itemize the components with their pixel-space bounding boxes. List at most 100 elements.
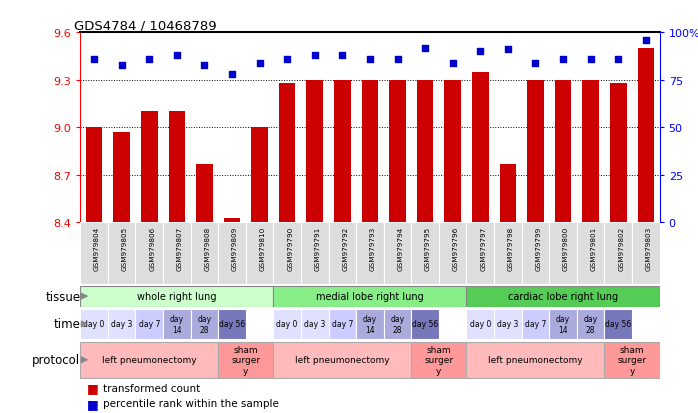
Text: day 3: day 3 — [497, 320, 519, 329]
FancyBboxPatch shape — [108, 309, 135, 339]
Text: GSM979805: GSM979805 — [121, 226, 128, 270]
Bar — [334, 81, 350, 223]
Bar — [637, 49, 654, 223]
Bar — [555, 81, 572, 223]
Bar — [417, 81, 433, 223]
Bar — [224, 218, 240, 223]
Text: transformed count: transformed count — [103, 383, 200, 393]
FancyBboxPatch shape — [191, 223, 218, 285]
Text: GSM979803: GSM979803 — [646, 226, 652, 270]
Text: medial lobe right lung: medial lobe right lung — [316, 292, 424, 301]
Text: GSM979802: GSM979802 — [618, 226, 624, 270]
Text: ■: ■ — [87, 397, 99, 410]
Text: day
14: day 14 — [556, 315, 570, 334]
Bar — [279, 84, 295, 223]
FancyBboxPatch shape — [274, 286, 466, 307]
FancyBboxPatch shape — [274, 223, 301, 285]
Text: sham
surger
y: sham surger y — [424, 345, 454, 375]
FancyBboxPatch shape — [218, 223, 246, 285]
Text: GSM979810: GSM979810 — [260, 226, 266, 270]
Text: GSM979791: GSM979791 — [315, 226, 321, 270]
Point — [392, 57, 403, 63]
Text: day
14: day 14 — [170, 315, 184, 334]
FancyBboxPatch shape — [301, 309, 329, 339]
FancyBboxPatch shape — [218, 342, 274, 378]
FancyBboxPatch shape — [604, 342, 660, 378]
FancyBboxPatch shape — [411, 223, 439, 285]
Point — [613, 57, 624, 63]
FancyBboxPatch shape — [163, 309, 191, 339]
Point — [89, 57, 100, 63]
Bar — [389, 81, 406, 223]
Text: GSM979790: GSM979790 — [287, 226, 293, 270]
Point — [419, 45, 431, 52]
Text: GSM979807: GSM979807 — [177, 226, 183, 270]
Point — [116, 62, 127, 69]
FancyBboxPatch shape — [466, 342, 604, 378]
Point — [281, 57, 292, 63]
Text: cardiac lobe right lung: cardiac lobe right lung — [508, 292, 618, 301]
FancyBboxPatch shape — [80, 309, 108, 339]
Bar — [168, 112, 185, 223]
Point — [475, 49, 486, 55]
Text: tissue: tissue — [45, 290, 80, 303]
FancyBboxPatch shape — [384, 309, 411, 339]
Bar — [362, 81, 378, 223]
Bar — [86, 128, 103, 223]
FancyBboxPatch shape — [577, 309, 604, 339]
Text: day 3: day 3 — [111, 320, 133, 329]
Bar — [527, 81, 544, 223]
Point — [309, 53, 320, 59]
FancyBboxPatch shape — [521, 309, 549, 339]
Text: GSM979801: GSM979801 — [591, 226, 597, 270]
Text: day 56: day 56 — [605, 320, 632, 329]
Text: left pneumonectomy: left pneumonectomy — [488, 356, 583, 364]
Text: left pneumonectomy: left pneumonectomy — [102, 356, 197, 364]
FancyBboxPatch shape — [494, 309, 521, 339]
FancyBboxPatch shape — [549, 309, 577, 339]
Text: day
28: day 28 — [198, 315, 211, 334]
Point — [585, 57, 596, 63]
Bar — [251, 128, 268, 223]
FancyBboxPatch shape — [191, 309, 218, 339]
Point — [254, 60, 265, 67]
FancyBboxPatch shape — [521, 223, 549, 285]
Point — [503, 47, 514, 54]
Text: day 0: day 0 — [276, 320, 298, 329]
FancyBboxPatch shape — [108, 223, 135, 285]
FancyBboxPatch shape — [274, 309, 301, 339]
Point — [226, 71, 237, 78]
Point — [530, 60, 541, 67]
Text: GSM979809: GSM979809 — [232, 226, 238, 270]
FancyBboxPatch shape — [494, 223, 521, 285]
Text: GSM979806: GSM979806 — [149, 226, 155, 270]
FancyBboxPatch shape — [135, 309, 163, 339]
Bar — [306, 81, 323, 223]
Bar — [445, 81, 461, 223]
Text: percentile rank within the sample: percentile rank within the sample — [103, 398, 279, 408]
Text: sham
surger
y: sham surger y — [618, 345, 646, 375]
Bar — [113, 133, 130, 223]
FancyBboxPatch shape — [274, 342, 411, 378]
Point — [144, 57, 155, 63]
FancyBboxPatch shape — [80, 342, 218, 378]
FancyBboxPatch shape — [466, 309, 494, 339]
Text: ■: ■ — [87, 382, 99, 394]
Text: protocol: protocol — [32, 354, 80, 366]
Text: GSM979800: GSM979800 — [563, 226, 569, 270]
Text: GSM979794: GSM979794 — [398, 226, 403, 270]
Text: day
28: day 28 — [584, 315, 597, 334]
Point — [447, 60, 459, 67]
FancyBboxPatch shape — [135, 223, 163, 285]
FancyBboxPatch shape — [604, 223, 632, 285]
Text: time: time — [53, 318, 80, 331]
Text: day 7: day 7 — [138, 320, 160, 329]
Text: left pneumonectomy: left pneumonectomy — [295, 356, 389, 364]
FancyBboxPatch shape — [329, 309, 356, 339]
FancyBboxPatch shape — [577, 223, 604, 285]
Bar — [500, 164, 516, 223]
Text: day
14: day 14 — [363, 315, 377, 334]
FancyBboxPatch shape — [301, 223, 329, 285]
Text: GSM979797: GSM979797 — [480, 226, 487, 270]
Text: GSM979795: GSM979795 — [425, 226, 431, 270]
